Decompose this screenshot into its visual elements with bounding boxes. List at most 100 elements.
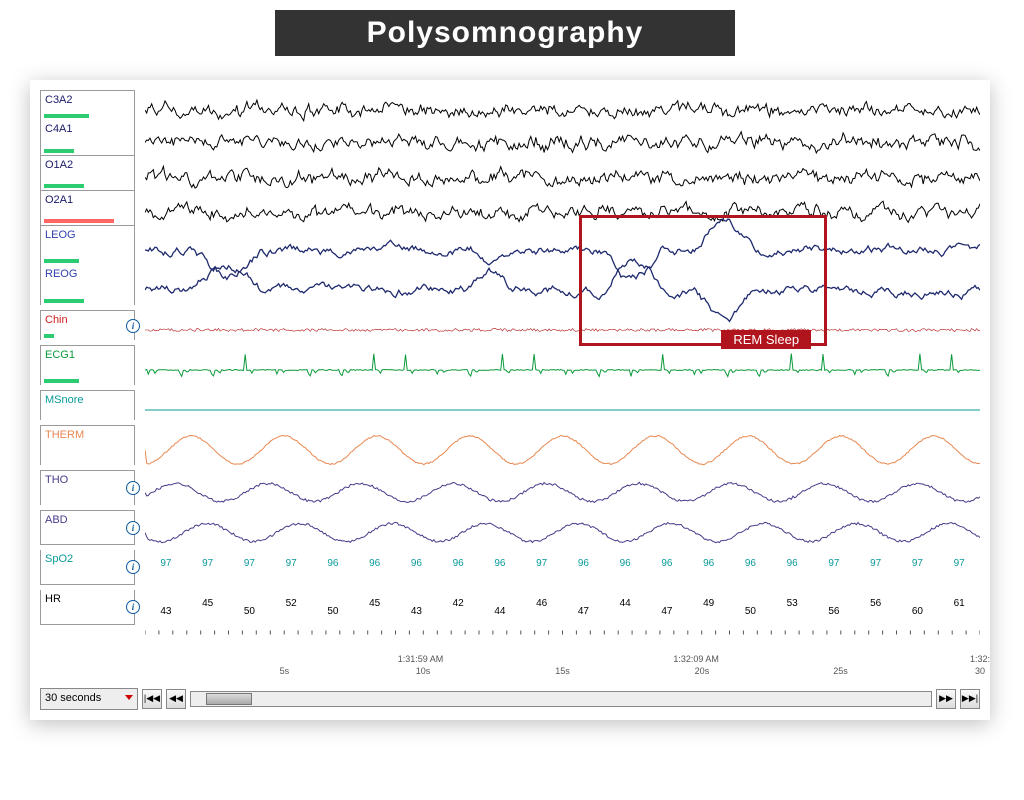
info-icon[interactable]: i xyxy=(126,600,140,614)
hr-value: 46 xyxy=(536,598,547,609)
hr-value: 56 xyxy=(870,598,881,609)
channel-label-therm[interactable]: THERM xyxy=(40,425,135,465)
scroll-next-button[interactable]: ▶▶ xyxy=(936,689,956,709)
info-icon[interactable]: i xyxy=(126,521,140,535)
channel-level-bar xyxy=(44,184,84,188)
channel-label-spo2[interactable]: SpO2i xyxy=(40,550,135,585)
waveform-tho xyxy=(145,482,980,502)
spo2-value: 96 xyxy=(453,558,464,569)
channel-label-tho[interactable]: THOi xyxy=(40,470,135,505)
spo2-value: 96 xyxy=(745,558,756,569)
info-icon[interactable]: i xyxy=(126,560,140,574)
time-tick-bottom: 10s xyxy=(416,666,431,676)
spo2-value: 97 xyxy=(244,558,255,569)
spo2-value: 97 xyxy=(202,558,213,569)
spo2-value: 96 xyxy=(578,558,589,569)
spo2-value: 97 xyxy=(870,558,881,569)
hr-value: 43 xyxy=(160,606,171,617)
time-tick-bottom: 5s xyxy=(280,666,290,676)
channel-label-o2a1[interactable]: O2A1 xyxy=(40,190,135,225)
channel-level-bar xyxy=(44,379,79,383)
channel-label-abd[interactable]: ABDi xyxy=(40,510,135,545)
hr-value: 50 xyxy=(327,606,338,617)
channel-name: O2A1 xyxy=(45,194,73,206)
channel-label-c3a2[interactable]: C3A2 xyxy=(40,90,135,120)
channel-name: SpO2 xyxy=(45,553,73,565)
spo2-value: 97 xyxy=(954,558,965,569)
hr-value: 47 xyxy=(661,606,672,617)
channel-level-bar xyxy=(44,114,89,118)
scrollbar-row: 30 seconds |◀◀ ◀◀ ▶▶ ▶▶| xyxy=(40,688,980,710)
waveform-reog xyxy=(145,259,980,321)
spo2-value: 97 xyxy=(828,558,839,569)
spo2-value: 97 xyxy=(536,558,547,569)
page-title: Polysomnography xyxy=(275,10,735,56)
channel-name: ECG1 xyxy=(45,349,75,361)
hr-value: 53 xyxy=(787,598,798,609)
channel-name: ABD xyxy=(45,514,68,526)
waveform-c4a1 xyxy=(145,132,980,153)
waveform-leog xyxy=(145,219,980,279)
hr-value: 45 xyxy=(202,598,213,609)
waveform-o1a2 xyxy=(145,166,980,188)
spo2-value: 96 xyxy=(703,558,714,569)
channel-name: LEOG xyxy=(45,229,76,241)
channel-name: O1A2 xyxy=(45,159,73,171)
epoch-select[interactable]: 30 seconds xyxy=(40,688,138,710)
hr-value: 45 xyxy=(369,598,380,609)
scroll-first-button[interactable]: |◀◀ xyxy=(142,689,162,709)
hr-value: 60 xyxy=(912,606,923,617)
waveform-abd xyxy=(145,522,980,542)
hr-value: 61 xyxy=(954,598,965,609)
hr-value: 44 xyxy=(620,598,631,609)
spo2-value: 96 xyxy=(494,558,505,569)
channel-level-bar xyxy=(44,259,79,263)
time-tick-bottom: 15s xyxy=(555,666,570,676)
waveform-chin xyxy=(145,329,980,332)
channel-label-c4a1[interactable]: C4A1 xyxy=(40,120,135,155)
channel-name: C4A1 xyxy=(45,123,73,135)
channel-name: HR xyxy=(45,593,61,605)
channel-name: Chin xyxy=(45,314,68,326)
scroll-last-button[interactable]: ▶▶| xyxy=(960,689,980,709)
spo2-value: 96 xyxy=(787,558,798,569)
spo2-value: 97 xyxy=(912,558,923,569)
channel-level-bar xyxy=(44,219,114,223)
hr-value: 56 xyxy=(828,606,839,617)
hr-value: 49 xyxy=(703,598,714,609)
hr-value: 43 xyxy=(411,606,422,617)
waveform-c3a2 xyxy=(145,100,980,121)
scroll-prev-button[interactable]: ◀◀ xyxy=(166,689,186,709)
channel-label-chin[interactable]: Chini xyxy=(40,310,135,340)
time-tick-top: 1:32: xyxy=(970,654,990,664)
spo2-value: 96 xyxy=(411,558,422,569)
channel-label-msnore[interactable]: MSnore xyxy=(40,390,135,420)
time-tick-top: 1:31:59 AM xyxy=(398,654,444,664)
channel-name: REOG xyxy=(45,268,77,280)
channel-label-ecg1[interactable]: ECG1 xyxy=(40,345,135,385)
channel-label-leog[interactable]: LEOG xyxy=(40,225,135,265)
scroll-thumb[interactable] xyxy=(206,693,252,705)
channel-label-o1a2[interactable]: O1A2 xyxy=(40,155,135,190)
channel-label-reog[interactable]: REOG xyxy=(40,265,135,305)
spo2-value: 96 xyxy=(369,558,380,569)
channel-name: C3A2 xyxy=(45,94,73,106)
spo2-value: 96 xyxy=(661,558,672,569)
time-tick-bottom: 20s xyxy=(695,666,710,676)
channel-level-bar xyxy=(44,334,54,338)
channel-name: THERM xyxy=(45,429,84,441)
hr-value: 42 xyxy=(453,598,464,609)
channel-label-hr[interactable]: HRi xyxy=(40,590,135,625)
hr-value: 44 xyxy=(494,606,505,617)
hr-value: 47 xyxy=(578,606,589,617)
waveform-ecg1 xyxy=(145,354,980,377)
waveform-therm xyxy=(145,435,980,464)
info-icon[interactable]: i xyxy=(126,481,140,495)
channel-level-bar xyxy=(44,299,84,303)
scroll-track[interactable] xyxy=(190,691,932,707)
time-tick-top: 1:32:09 AM xyxy=(673,654,719,664)
info-icon[interactable]: i xyxy=(126,319,140,333)
channel-level-bar xyxy=(44,149,74,153)
hr-value: 50 xyxy=(244,606,255,617)
channel-name: MSnore xyxy=(45,394,84,406)
